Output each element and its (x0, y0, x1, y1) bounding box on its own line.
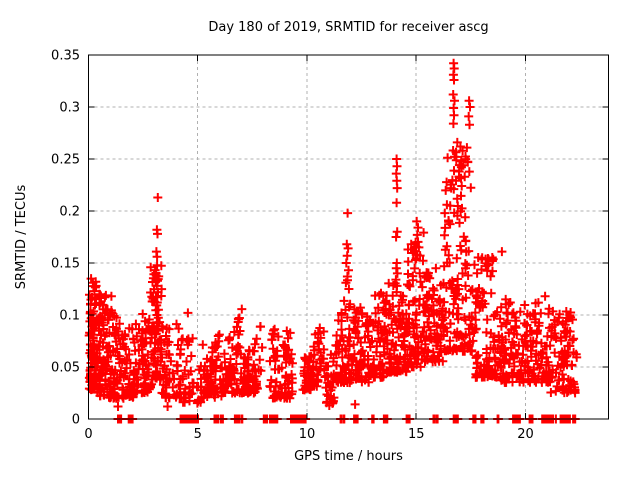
y-tick-label: 0 (72, 413, 80, 428)
y-tick-label: 0.15 (51, 257, 80, 272)
x-tick-label: 10 (299, 427, 316, 442)
x-tick-label: 15 (408, 427, 425, 442)
chart-title: Day 180 of 2019, SRMTID for receiver asc… (208, 20, 489, 35)
x-tick-label: 0 (84, 427, 92, 442)
data-points-srmtid (84, 58, 582, 424)
x-tick-label: 5 (194, 427, 202, 442)
y-tick-label: 0.35 (51, 49, 80, 64)
y-tick-label: 0.05 (51, 361, 80, 376)
x-tick-label: 20 (517, 427, 534, 442)
plot-border (88, 54, 609, 420)
y-tick-label: 0.1 (59, 309, 80, 324)
x-axis-label: GPS time / hours (294, 449, 403, 464)
y-tick-label: 0.3 (59, 101, 80, 116)
y-tick-label: 0.25 (51, 153, 80, 168)
y-tick-label: 0.2 (59, 205, 80, 220)
